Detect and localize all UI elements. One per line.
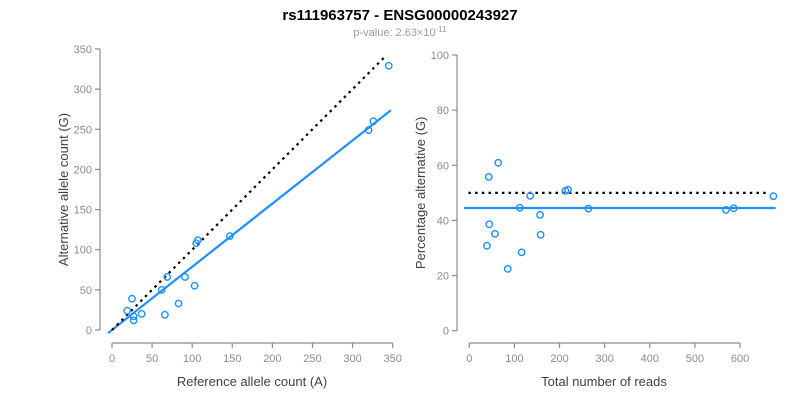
x-tick-label: 300 xyxy=(595,353,613,365)
scatter-point xyxy=(128,294,136,303)
panel-allele-counts: 0 50 100 150 200 250 300 350 0 50 100 150 200 250 300 3… xyxy=(56,44,402,389)
scatter-point xyxy=(485,220,494,229)
y-axis-label: Percentage alternative (G) xyxy=(413,117,428,269)
scatter-point xyxy=(517,248,526,257)
pvalue-text: p-value: 2.63×10 xyxy=(353,27,435,39)
scatter-point xyxy=(536,230,545,239)
scatter-point xyxy=(190,281,199,290)
y-axis-label: Alternative allele count (G) xyxy=(56,113,71,266)
scatter-point xyxy=(157,285,166,294)
y-tick-label: 40 xyxy=(437,215,449,227)
y-tick-label: 50 xyxy=(80,285,92,297)
y-tick-label: 100 xyxy=(431,50,449,62)
y-tick-label: 100 xyxy=(74,245,92,257)
scatter-point xyxy=(160,310,169,319)
scatter-point xyxy=(515,203,524,212)
scatter-point xyxy=(123,306,132,315)
scatter-point xyxy=(384,61,393,70)
scatter-point xyxy=(491,229,499,238)
scatter-point xyxy=(129,316,138,325)
y-tick-label: 80 xyxy=(437,105,449,117)
scatter-point xyxy=(729,204,738,213)
scatter-point xyxy=(503,264,512,273)
y-tick-label: 0 xyxy=(86,325,92,337)
regression-fit-line xyxy=(107,109,392,334)
x-tick-label: 500 xyxy=(686,353,704,365)
y-tick-label: 250 xyxy=(74,124,92,136)
x-tick-label: 100 xyxy=(183,353,201,365)
scatter-point xyxy=(129,312,138,321)
scatter-point xyxy=(722,205,730,214)
y-tick-label: 300 xyxy=(74,84,92,96)
x-tick-label: 0 xyxy=(109,353,115,365)
pvalue-exponent: -11 xyxy=(436,25,448,34)
x-tick-label: 0 xyxy=(466,353,472,365)
scatter-point xyxy=(769,192,778,201)
identity-y-equals-x-line xyxy=(111,54,388,331)
scatter-point xyxy=(369,117,378,126)
x-tick-label: 600 xyxy=(731,353,749,365)
x-tick-label: 200 xyxy=(263,353,281,365)
scatter-point xyxy=(484,172,493,181)
y-tick-label: 150 xyxy=(74,205,92,217)
x-tick-label: 50 xyxy=(146,353,158,365)
x-tick-label: 100 xyxy=(505,353,523,365)
x-tick-label: 400 xyxy=(641,353,659,365)
scatter-point xyxy=(137,309,146,318)
y-tick-label: 0 xyxy=(443,326,449,338)
scatter-point xyxy=(536,210,544,219)
scatter-point xyxy=(364,126,373,135)
scatter-point xyxy=(174,299,183,308)
chart-title: rs111963757 - ENSG00000243927 xyxy=(282,7,517,24)
y-tick-label: 20 xyxy=(437,271,449,283)
x-tick-label: 200 xyxy=(550,353,568,365)
scatter-point xyxy=(494,158,503,167)
scatter-point xyxy=(564,185,572,194)
x-tick-label: 350 xyxy=(383,353,401,365)
scatter-point xyxy=(584,204,593,213)
scatter-point xyxy=(193,236,202,245)
scatter-point xyxy=(163,273,172,281)
scatter-point xyxy=(181,273,189,281)
x-tick-label: 250 xyxy=(303,353,321,365)
y-tick-label: 200 xyxy=(74,164,92,176)
chart-subtitle: p-value: 2.63×10-11 xyxy=(353,25,447,39)
panel-percentage-vs-coverage: 0 20 40 60 80 100 0 100 200 300 400 500 600 Total num… xyxy=(413,50,778,389)
y-tick-label: 60 xyxy=(437,160,449,172)
y-tick-label: 350 xyxy=(74,44,92,56)
scatter-point xyxy=(482,241,491,250)
scatter-point xyxy=(526,191,535,200)
scatter-point xyxy=(225,232,234,241)
x-tick-label: 150 xyxy=(223,353,241,365)
x-axis-label: Reference allele count (A) xyxy=(177,374,327,389)
x-axis-label: Total number of reads xyxy=(541,374,667,389)
x-tick-label: 300 xyxy=(343,353,361,365)
